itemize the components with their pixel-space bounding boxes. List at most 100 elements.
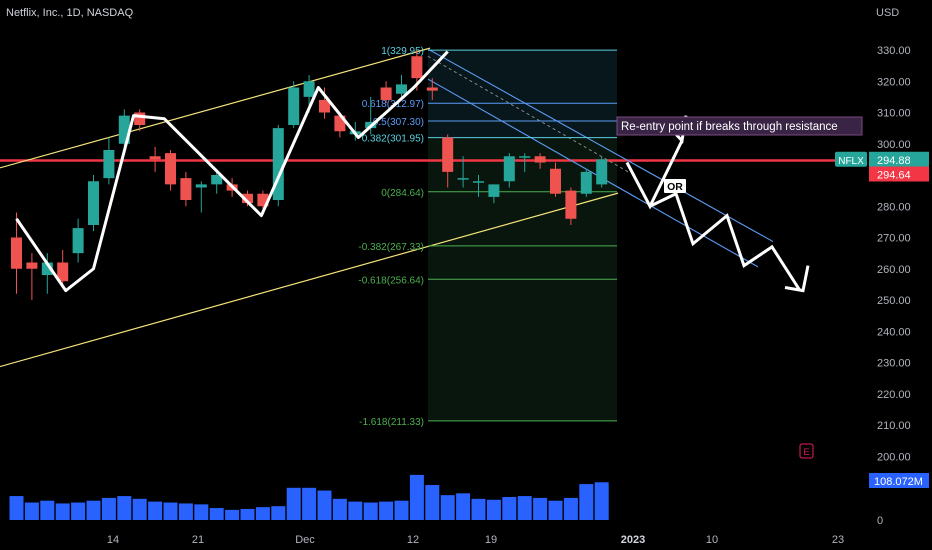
y-tick-label: 240.00 xyxy=(877,326,911,338)
fib-label: 1(329.95) xyxy=(381,46,424,57)
nflx-badge-label: NFLX xyxy=(838,156,864,167)
volume-zero-label: 0 xyxy=(877,515,883,527)
x-tick-label: 14 xyxy=(107,534,119,546)
y-tick-label: 320.00 xyxy=(877,76,911,88)
x-tick-label: 10 xyxy=(706,534,718,546)
candle-body xyxy=(242,193,253,204)
desc-channel-upper xyxy=(427,48,774,243)
volume-bar xyxy=(486,499,501,520)
volume-bar xyxy=(225,509,240,520)
volume-bar xyxy=(163,502,178,520)
candle-body xyxy=(149,156,161,160)
fib-label: -1.618(211.33) xyxy=(359,417,424,428)
volume-bar xyxy=(132,498,147,520)
candle-body xyxy=(303,81,315,97)
candle-body xyxy=(442,137,454,172)
candle-body xyxy=(180,178,192,200)
volume-bar xyxy=(440,495,455,520)
candle-body xyxy=(334,115,346,132)
volume-bar xyxy=(394,500,409,520)
candle-body xyxy=(457,178,469,180)
candle-body xyxy=(319,100,330,113)
volume-bar xyxy=(409,474,424,520)
volume-bar xyxy=(563,497,578,520)
candle-body xyxy=(72,228,84,254)
fib-label: 0.5(307.30) xyxy=(373,117,424,128)
candle-body xyxy=(396,84,407,94)
y-tick-label: 310.00 xyxy=(877,108,911,120)
y-tick-label: 210.00 xyxy=(877,420,911,432)
candle-body xyxy=(534,156,546,163)
volume-bar xyxy=(286,487,301,520)
candle-body xyxy=(503,156,515,182)
candle-body xyxy=(272,128,284,200)
reentry-text: Re-entry point if breaks through resista… xyxy=(621,121,838,133)
desc-channel-mid xyxy=(427,55,629,173)
y-tick-label: 230.00 xyxy=(877,358,911,370)
candle-body xyxy=(211,175,223,185)
volume-bar xyxy=(178,503,193,520)
volume-bar xyxy=(533,497,548,520)
y-tick-label: 260.00 xyxy=(877,264,911,276)
candle-body xyxy=(57,262,69,282)
candle-body xyxy=(26,262,38,269)
resistance-price-value: 294.64 xyxy=(877,170,911,182)
volume-bar xyxy=(594,482,609,520)
candle-body xyxy=(88,181,99,225)
y-tick-label: 270.00 xyxy=(877,233,911,245)
candle-body xyxy=(596,159,608,185)
candle-body xyxy=(380,87,392,100)
candle-body xyxy=(473,181,484,183)
volume-bar xyxy=(255,507,270,520)
candle-body xyxy=(41,262,53,275)
volume-bar xyxy=(101,497,116,520)
x-tick-label: 12 xyxy=(407,534,419,546)
or-label: OR xyxy=(667,181,683,193)
candle-body xyxy=(288,87,300,125)
y-tick-label: 300.00 xyxy=(877,139,911,151)
volume-bar xyxy=(71,502,86,520)
projection-down-path xyxy=(649,191,802,292)
nflx-badge xyxy=(835,151,867,167)
currency-label: USD xyxy=(876,7,899,19)
volume-bar xyxy=(456,493,471,520)
y-tick-label: 330.00 xyxy=(877,45,911,57)
zigzag-history xyxy=(15,50,449,293)
x-tick-label: 21 xyxy=(192,534,204,546)
volume-max-badge xyxy=(869,473,929,488)
reentry-box xyxy=(616,116,863,136)
candle-body xyxy=(580,171,592,194)
candle-body xyxy=(565,190,577,219)
volume-bar xyxy=(302,487,317,520)
volume-bar xyxy=(579,484,594,520)
volume-bar xyxy=(332,498,347,520)
fib-label: -0.618(256.64) xyxy=(358,275,424,286)
candle-body xyxy=(11,237,22,269)
candle-body xyxy=(411,56,423,79)
volume-max-value: 108.072M xyxy=(874,476,923,488)
candle-body xyxy=(134,112,146,125)
volume-bar xyxy=(9,496,24,520)
channel-upper-line xyxy=(0,47,431,169)
volume-bar xyxy=(317,490,332,520)
volume-bar xyxy=(24,502,39,520)
volume-bar xyxy=(194,504,209,520)
last-price-value: 294.88 xyxy=(877,155,911,167)
volume-bar xyxy=(240,508,255,520)
volume-bar xyxy=(348,501,363,520)
candle-body xyxy=(257,193,269,207)
candle-body xyxy=(165,153,176,185)
candle-body xyxy=(118,115,130,144)
last-price-badge xyxy=(869,151,929,167)
x-tick-label: 19 xyxy=(485,534,497,546)
y-tick-label: 200.00 xyxy=(877,451,911,463)
candle-body xyxy=(195,184,207,188)
volume-bar xyxy=(471,498,486,520)
volume-bar xyxy=(517,496,532,520)
resistance-price-badge xyxy=(869,166,929,182)
candle-body xyxy=(519,156,531,158)
y-tick-label: 280.00 xyxy=(877,201,911,213)
channel-lower-line xyxy=(0,192,619,368)
volume-bar xyxy=(86,500,101,520)
